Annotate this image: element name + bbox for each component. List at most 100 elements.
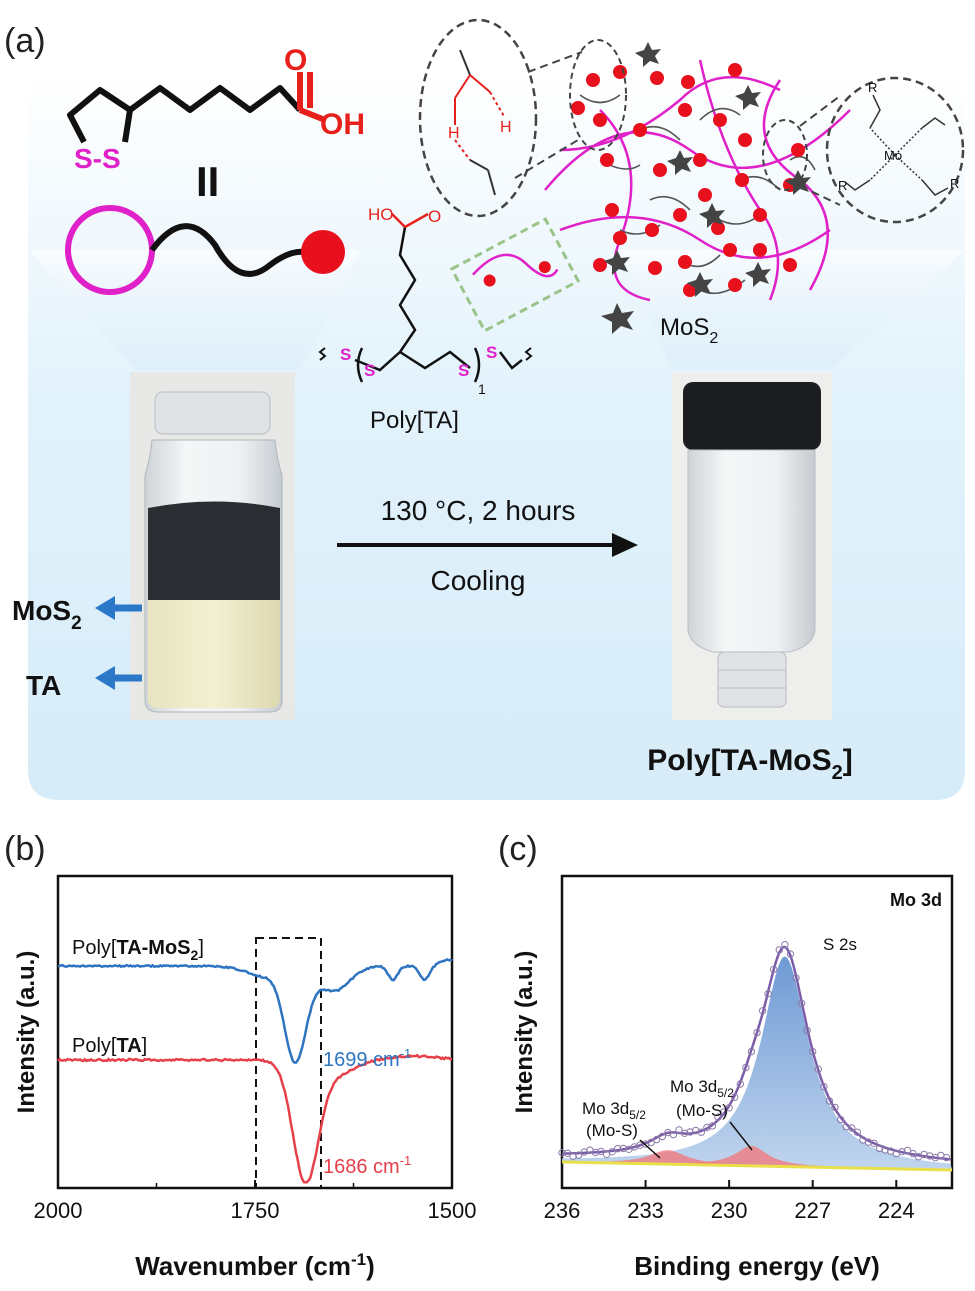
xps-data-point [669, 1130, 678, 1139]
ftir-chart: 2000 1750 1500 Poly[TA-MoS2] Poly[TA] 1699… [13, 874, 476, 1281]
ftir-legend-blue: Poly[TA-MoS2] [72, 937, 204, 963]
chain-cartoon [149, 223, 306, 277]
xps-data-point [820, 1083, 828, 1091]
equals-sign: II [196, 158, 219, 205]
poly-ta-structure [318, 212, 533, 383]
xps-tick-label: 230 [711, 1198, 748, 1223]
xps-data-point [742, 1063, 750, 1072]
xps-data-point [714, 1113, 722, 1121]
s-atom-3: S [458, 361, 469, 380]
xps-data-point [831, 1103, 839, 1112]
xps-data-point [719, 1108, 728, 1116]
panel-a-scheme: S-S O OH II HO O S S S 1 S Poly[TA] [12, 18, 965, 800]
network-ellipse-right [762, 119, 808, 191]
xps-data-point [881, 1146, 889, 1154]
mo-atom: Mo [884, 148, 902, 163]
xps-data-point [597, 1147, 605, 1156]
polymer-network [544, 42, 851, 302]
mo-coordination [844, 94, 949, 196]
ftir-y-label: Intensity (a.u.) [13, 951, 40, 1114]
mo-coordination-ellipse [825, 76, 965, 224]
xps-data-point [803, 1026, 811, 1035]
r-group-2: R [950, 176, 959, 191]
r-group-1: R [868, 80, 877, 95]
xps-data-point [675, 1126, 683, 1134]
xps-data-point [641, 1140, 650, 1148]
xps-data-point [875, 1144, 884, 1153]
xps-data-point [825, 1097, 834, 1105]
xps-data-point [608, 1148, 616, 1156]
panel-c-label: (c) [498, 830, 538, 868]
oxygen-label: O [284, 44, 307, 77]
thioctic-acid-structure [67, 72, 327, 144]
xps-data-point [814, 1065, 822, 1073]
xps-data-point [870, 1139, 878, 1147]
panel-a-label: (a) [4, 22, 46, 60]
oh-label: OH [320, 108, 365, 141]
vial-photo-left [130, 372, 295, 720]
xps-tick-label: 227 [794, 1198, 831, 1223]
mos2-legend-text: MoS2 [660, 314, 718, 347]
xps-data-point [575, 1151, 583, 1159]
xps-data-point [792, 974, 800, 982]
carboxyl-cartoon [301, 230, 345, 274]
green-dashed-box [449, 217, 581, 333]
ftir-peak-annotation-red: 1686 cm-1 [323, 1153, 411, 1178]
xps-data-point [680, 1129, 689, 1137]
xps-data-point [775, 946, 783, 954]
ftir-series-ta-mos2 [57, 958, 453, 1064]
xps-plot-frame [560, 874, 954, 1190]
xps-data-point [753, 1028, 761, 1037]
xps-x-ticks: 236 233 230 227 224 [544, 1180, 915, 1223]
xps-data-point [736, 1080, 745, 1088]
label-mos2: MoS2 [12, 595, 82, 634]
xps-data-point [770, 965, 778, 974]
xps-title: Mo 3d [890, 890, 942, 910]
xps-data-point [591, 1148, 600, 1157]
xps-mo-label-2: Mo 3d5/2 [670, 1077, 734, 1100]
network-ellipse-left [569, 39, 627, 151]
xps-mo-pointer-2 [729, 1121, 753, 1151]
ss-label: S-S [74, 143, 121, 174]
xps-mo-label-1-line2: (Mo-S) [586, 1121, 638, 1140]
ftir-x-label: Wavenumber (cm-1) [135, 1250, 375, 1281]
xps-data-point [781, 941, 789, 949]
xps-data-point [725, 1104, 733, 1112]
xps-data-point [658, 1132, 667, 1141]
xps-baseline [561, 1160, 953, 1172]
xps-data-point [747, 1047, 756, 1056]
xps-data-point [842, 1123, 850, 1131]
ftir-tick-label: 1750 [231, 1198, 280, 1223]
label-ta: TA [26, 670, 61, 701]
vial-photo-right [672, 372, 832, 720]
xps-data-point [786, 950, 795, 958]
xps-data-point [563, 1149, 572, 1157]
xps-data-point [853, 1128, 861, 1136]
o-small-label: O [428, 207, 441, 226]
ftir-peak-annotation-blue: 1699 cm-1 [323, 1046, 411, 1071]
reaction-condition-1: 130 °C, 2 hours [381, 495, 576, 526]
ftir-highlight-box [255, 937, 322, 1189]
xps-s2s-label: S 2s [823, 935, 857, 954]
xps-data-point [708, 1122, 717, 1130]
ftir-tick-label: 2000 [34, 1198, 83, 1223]
xps-peak-s2s [562, 956, 952, 1170]
xps-data-point [797, 999, 806, 1007]
xps-tick-label: 233 [627, 1198, 664, 1223]
xps-data-point [703, 1123, 711, 1132]
xps-y-label: Intensity (a.u.) [511, 951, 538, 1114]
xps-data-point [909, 1149, 917, 1158]
xps-data-point [898, 1148, 906, 1156]
ftir-legend-red: Poly[TA] [72, 1035, 147, 1057]
xps-data-point [864, 1138, 873, 1146]
r-group-3: R [838, 178, 847, 193]
s-atom-1: S [340, 345, 351, 364]
product-label: Poly[TA-MoS2] [647, 744, 853, 784]
hbond-dimer [454, 49, 506, 196]
xps-data-point [848, 1124, 856, 1132]
xps-mo-label-2-line2: (Mo-S) [676, 1101, 728, 1120]
xps-data-point [942, 1153, 951, 1162]
xps-data-point [569, 1152, 577, 1160]
xps-data-point [758, 1007, 767, 1015]
xps-data-point [653, 1135, 661, 1144]
